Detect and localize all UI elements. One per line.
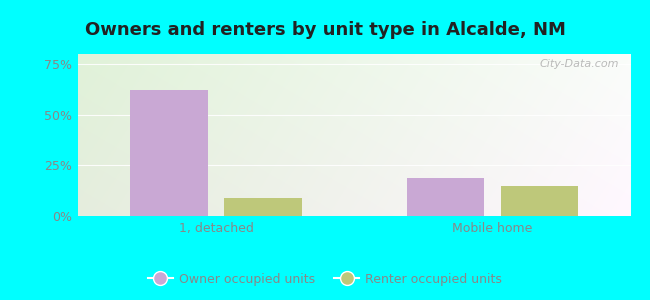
Bar	[407, 178, 484, 216]
Bar	[500, 186, 578, 216]
Legend: Owner occupied units, Renter occupied units: Owner occupied units, Renter occupied un…	[143, 268, 507, 291]
Bar	[224, 198, 302, 216]
Bar	[131, 91, 208, 216]
Text: City-Data.com: City-Data.com	[540, 59, 619, 69]
Text: Owners and renters by unit type in Alcalde, NM: Owners and renters by unit type in Alcal…	[84, 21, 566, 39]
